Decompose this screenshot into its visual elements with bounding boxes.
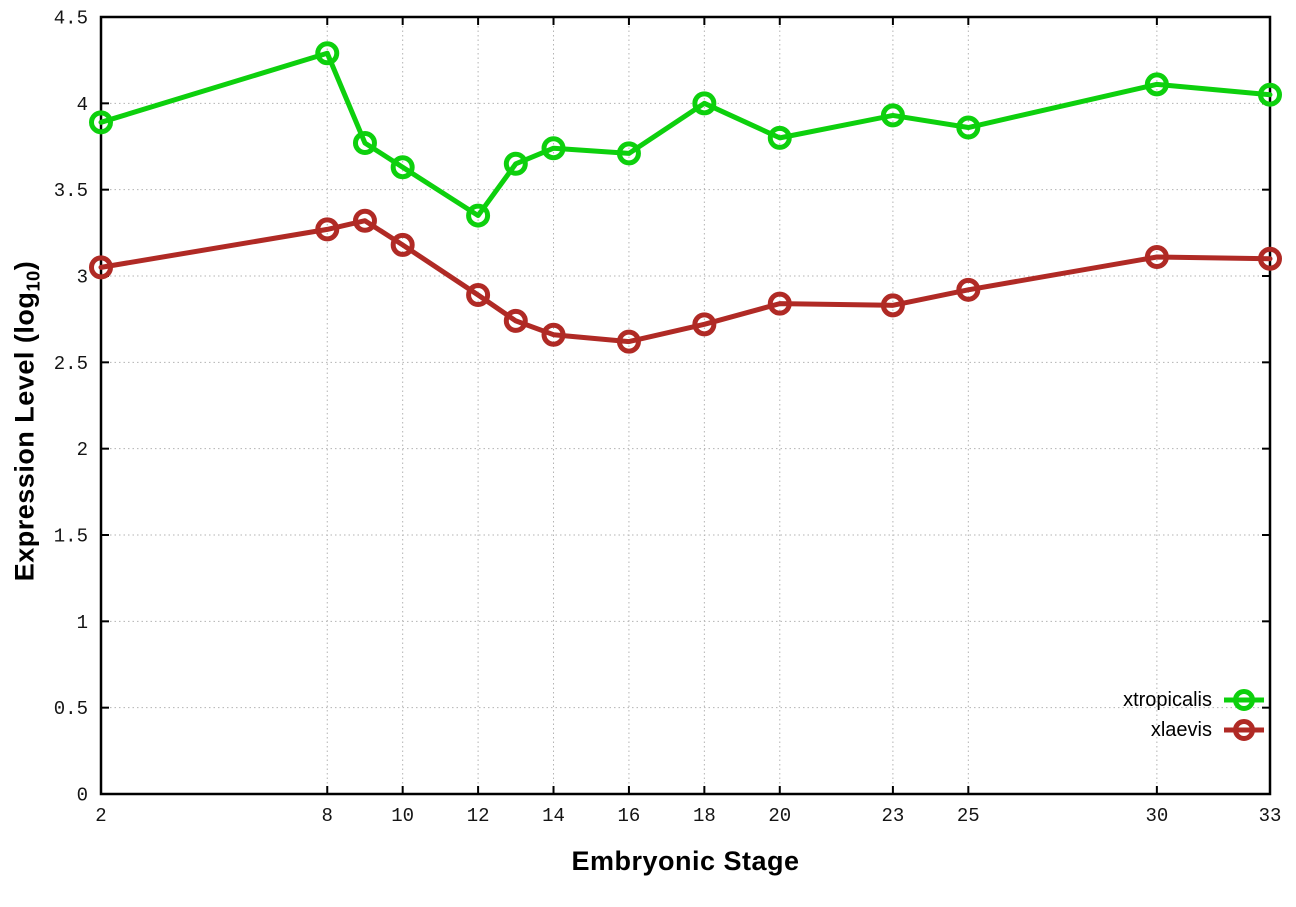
y-tick-label: 2	[77, 439, 88, 461]
legend: xtropicalis xlaevis	[1123, 685, 1266, 745]
legend-label-xlaevis: xlaevis	[1150, 718, 1212, 741]
series-marker-xtropicalis	[616, 141, 641, 166]
series-marker-xtropicalis	[880, 103, 905, 128]
y-axis-label: Expression Level (log10)	[9, 261, 44, 582]
y-tick-label: 1	[77, 612, 88, 634]
series-marker-xlaevis	[616, 329, 641, 354]
series-marker-xtropicalis	[1258, 82, 1282, 107]
series-marker-xtropicalis	[352, 131, 377, 156]
series-marker-xtropicalis	[89, 110, 113, 135]
series-marker-xtropicalis	[692, 91, 717, 116]
series-marker-xtropicalis	[956, 115, 981, 140]
series-marker-xlaevis	[466, 282, 491, 307]
x-tick-label: 14	[542, 805, 565, 827]
series-marker-xlaevis	[767, 291, 792, 316]
legend-item-xtropicalis: xtropicalis	[1123, 685, 1266, 715]
series-marker-xlaevis	[503, 308, 528, 333]
series-marker-xtropicalis	[315, 41, 340, 66]
series-marker-xtropicalis	[767, 125, 792, 150]
y-tick-label: 3.5	[54, 180, 88, 202]
xlaevis-line-marker-icon	[1224, 719, 1264, 741]
series-marker-xlaevis	[956, 277, 981, 302]
y-tick-label: 3	[77, 267, 88, 289]
x-tick-label: 2	[95, 805, 106, 827]
x-tick-label: 23	[881, 805, 904, 827]
x-tick-label: 16	[618, 805, 641, 827]
x-axis-label: Embryonic Stage	[571, 846, 800, 876]
x-tick-label: 25	[957, 805, 980, 827]
y-axis-label-subscript: 10	[22, 270, 44, 292]
y-tick-label: 2.5	[54, 353, 88, 375]
series-marker-xlaevis	[1258, 246, 1282, 271]
series-marker-xtropicalis	[503, 151, 528, 176]
legend-item-xlaevis: xlaevis	[1123, 715, 1266, 745]
x-tick-label: 8	[322, 805, 333, 827]
y-tick-label: 0	[77, 785, 88, 807]
x-tick-label: 10	[391, 805, 414, 827]
series-marker-xlaevis	[692, 312, 717, 337]
x-tick-label: 33	[1259, 805, 1282, 827]
y-tick-label: 0.5	[54, 698, 88, 720]
x-tick-label: 18	[693, 805, 716, 827]
series-marker-xtropicalis	[1144, 72, 1169, 97]
series-line-xtropicalis	[98, 50, 1273, 219]
series-marker-xlaevis	[352, 208, 377, 233]
x-tick-label: 20	[768, 805, 791, 827]
plot-border	[99, 15, 1272, 796]
legend-label-xtropicalis: xtropicalis	[1123, 688, 1212, 711]
series-marker-xlaevis	[880, 293, 905, 318]
series-marker-xlaevis	[390, 232, 415, 257]
series-marker-xlaevis	[541, 322, 566, 347]
series-marker-xtropicalis	[390, 155, 415, 180]
xtropicalis-line-marker-icon	[1224, 689, 1264, 711]
y-tick-label: 4	[77, 94, 88, 116]
series-marker-xtropicalis	[466, 203, 491, 228]
y-tick-label: 4.5	[54, 8, 88, 30]
x-tick-label: 12	[467, 805, 490, 827]
series-marker-xlaevis	[89, 255, 113, 280]
x-tick-label: 30	[1145, 805, 1168, 827]
series-marker-xlaevis	[315, 217, 340, 242]
series-marker-xtropicalis	[541, 136, 566, 161]
series-line-xlaevis	[98, 218, 1273, 345]
y-axis-label-close: )	[9, 260, 40, 271]
series-marker-xlaevis	[1144, 245, 1169, 270]
y-tick-label: 1.5	[54, 526, 88, 548]
y-axis-label-text: Expression Level (log	[9, 291, 40, 582]
